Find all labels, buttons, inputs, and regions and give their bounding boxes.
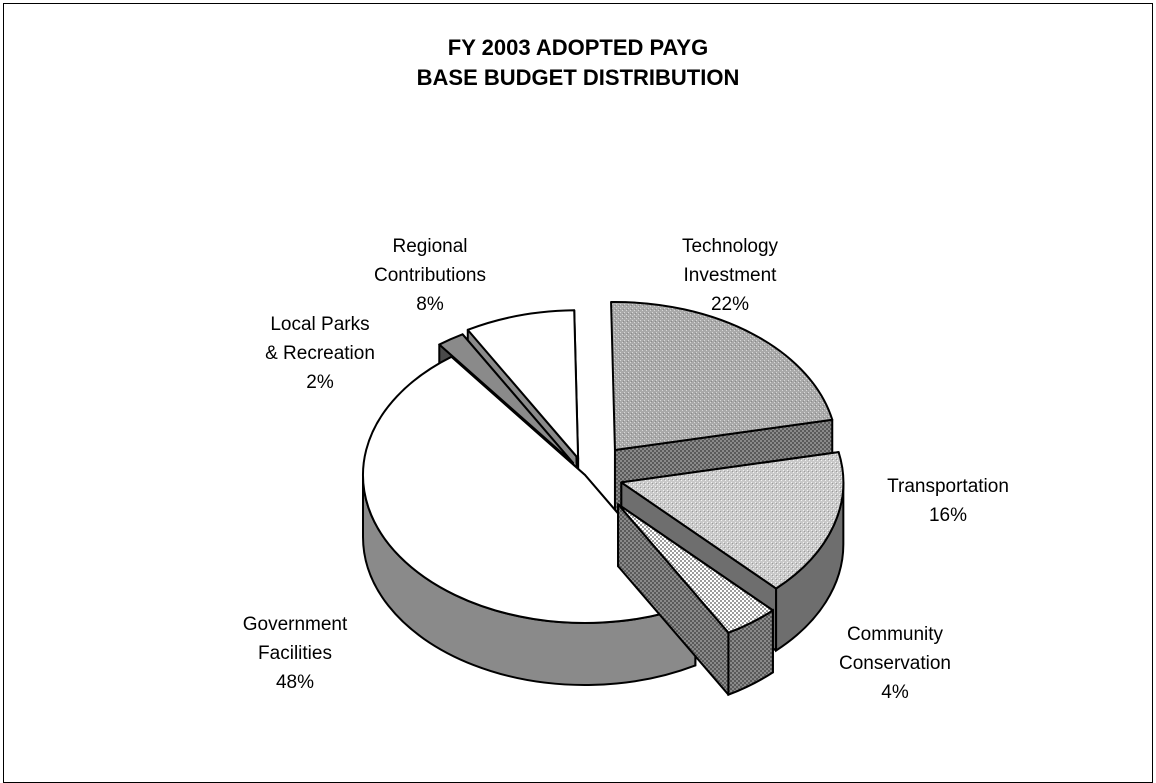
slice-name-line: & Recreation [265,343,375,364]
slice-percent-label: 4% [881,682,909,703]
slice-name-line: Contributions [374,265,486,286]
slice-name-line: Facilities [258,643,332,664]
slice-label-5: Local Parks & Recreation 2% [265,314,375,393]
pie-slice-3-top [617,503,774,634]
slice-name-line: Regional [393,236,468,257]
pie-slice-2-top [620,451,845,590]
slice-name-line: Community [847,624,944,645]
pie-slice-5-top [438,333,574,464]
slice-label-6: Regional Contributions 8% [374,236,486,315]
slice-percent-label: 8% [416,294,444,315]
slice-name-line: Local Parks [270,314,369,335]
slice-name-line: Investment [684,265,778,286]
pie-slice-4-top [362,355,697,624]
slice-name-line: Transportation [887,476,1009,497]
pie-slice-1-top [610,301,834,451]
slice-label-4: Government Facilities 48% [243,614,348,693]
slice-name-line: Government [243,614,348,635]
chart-title: FY 2003 ADOPTED PAYG BASE BUDGET DISTRIB… [0,33,1156,93]
pie-slice-3 [617,503,774,697]
pie-slice-6-top [466,309,580,460]
slice-label-2: Transportation 16% [887,476,1009,526]
slice-label-1: Technology Investment 22% [682,236,779,315]
slice-name-line: Conservation [839,653,951,674]
slice-percent-label: 16% [929,505,967,526]
slice-label-3: Community Conservation 4% [839,624,951,703]
slice-percent-label: 48% [276,672,314,693]
slice-name-line: Technology [682,236,779,257]
slice-percent-label: 22% [711,294,749,315]
slice-percent-label: 2% [306,372,334,393]
chart-title-line-2: BASE BUDGET DISTRIBUTION [416,65,740,90]
chart-title-line-1: FY 2003 ADOPTED PAYG [447,35,709,60]
